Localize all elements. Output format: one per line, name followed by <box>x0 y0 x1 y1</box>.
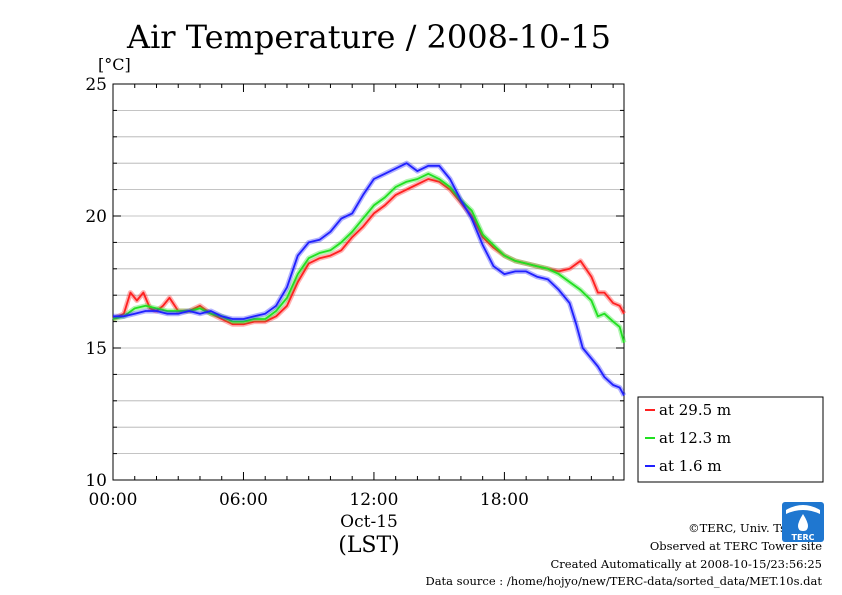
legend-box <box>637 396 824 483</box>
legend-label: at 12.3 m <box>659 429 731 447</box>
plot-frame <box>112 83 625 481</box>
terc-logo: TERC <box>782 502 824 542</box>
series-line-halo-0 <box>111 176 627 327</box>
y-tick-label: 10 <box>85 471 107 491</box>
x-tick-label: 06:00 <box>219 490 268 510</box>
series-line-halo-1 <box>112 171 627 344</box>
date-label: Oct-15 <box>340 512 398 532</box>
x-tick-label: 00:00 <box>89 490 138 510</box>
x-tick-label: 12:00 <box>349 490 398 510</box>
x-axis-ticks: 00:00 06:00 12:00 18:00 <box>89 84 614 510</box>
chart-title: Air Temperature / 2008-10-15 <box>126 18 611 56</box>
footer-observed: Observed at TERC Tower site <box>649 539 822 553</box>
x-tick-label: 18:00 <box>480 490 529 510</box>
x-axis-label: (LST) <box>338 533 400 558</box>
series-line-2 <box>113 162 625 396</box>
series-line-1 <box>112 172 625 343</box>
y-tick-label: 20 <box>85 207 107 227</box>
legend-label: at 1.6 m <box>659 457 722 475</box>
y-axis-label: [°C] <box>98 55 131 74</box>
series-lines <box>111 160 627 397</box>
footer-source: Data source : /home/hojyo/new/TERC-data/… <box>425 574 822 588</box>
series-line-0 <box>112 178 625 326</box>
logo-text: TERC <box>792 533 815 542</box>
footer-created: Created Automatically at 2008-10-15/23:5… <box>550 557 823 571</box>
y-tick-label: 25 <box>85 75 107 95</box>
y-axis-ticks: 10 15 20 25 <box>85 75 624 491</box>
y-tick-label: 15 <box>85 339 107 359</box>
legend-label: at 29.5 m <box>659 401 731 419</box>
legend: at 29.5 m at 12.3 m at 1.6 m <box>637 396 824 483</box>
grid-lines <box>113 110 624 455</box>
